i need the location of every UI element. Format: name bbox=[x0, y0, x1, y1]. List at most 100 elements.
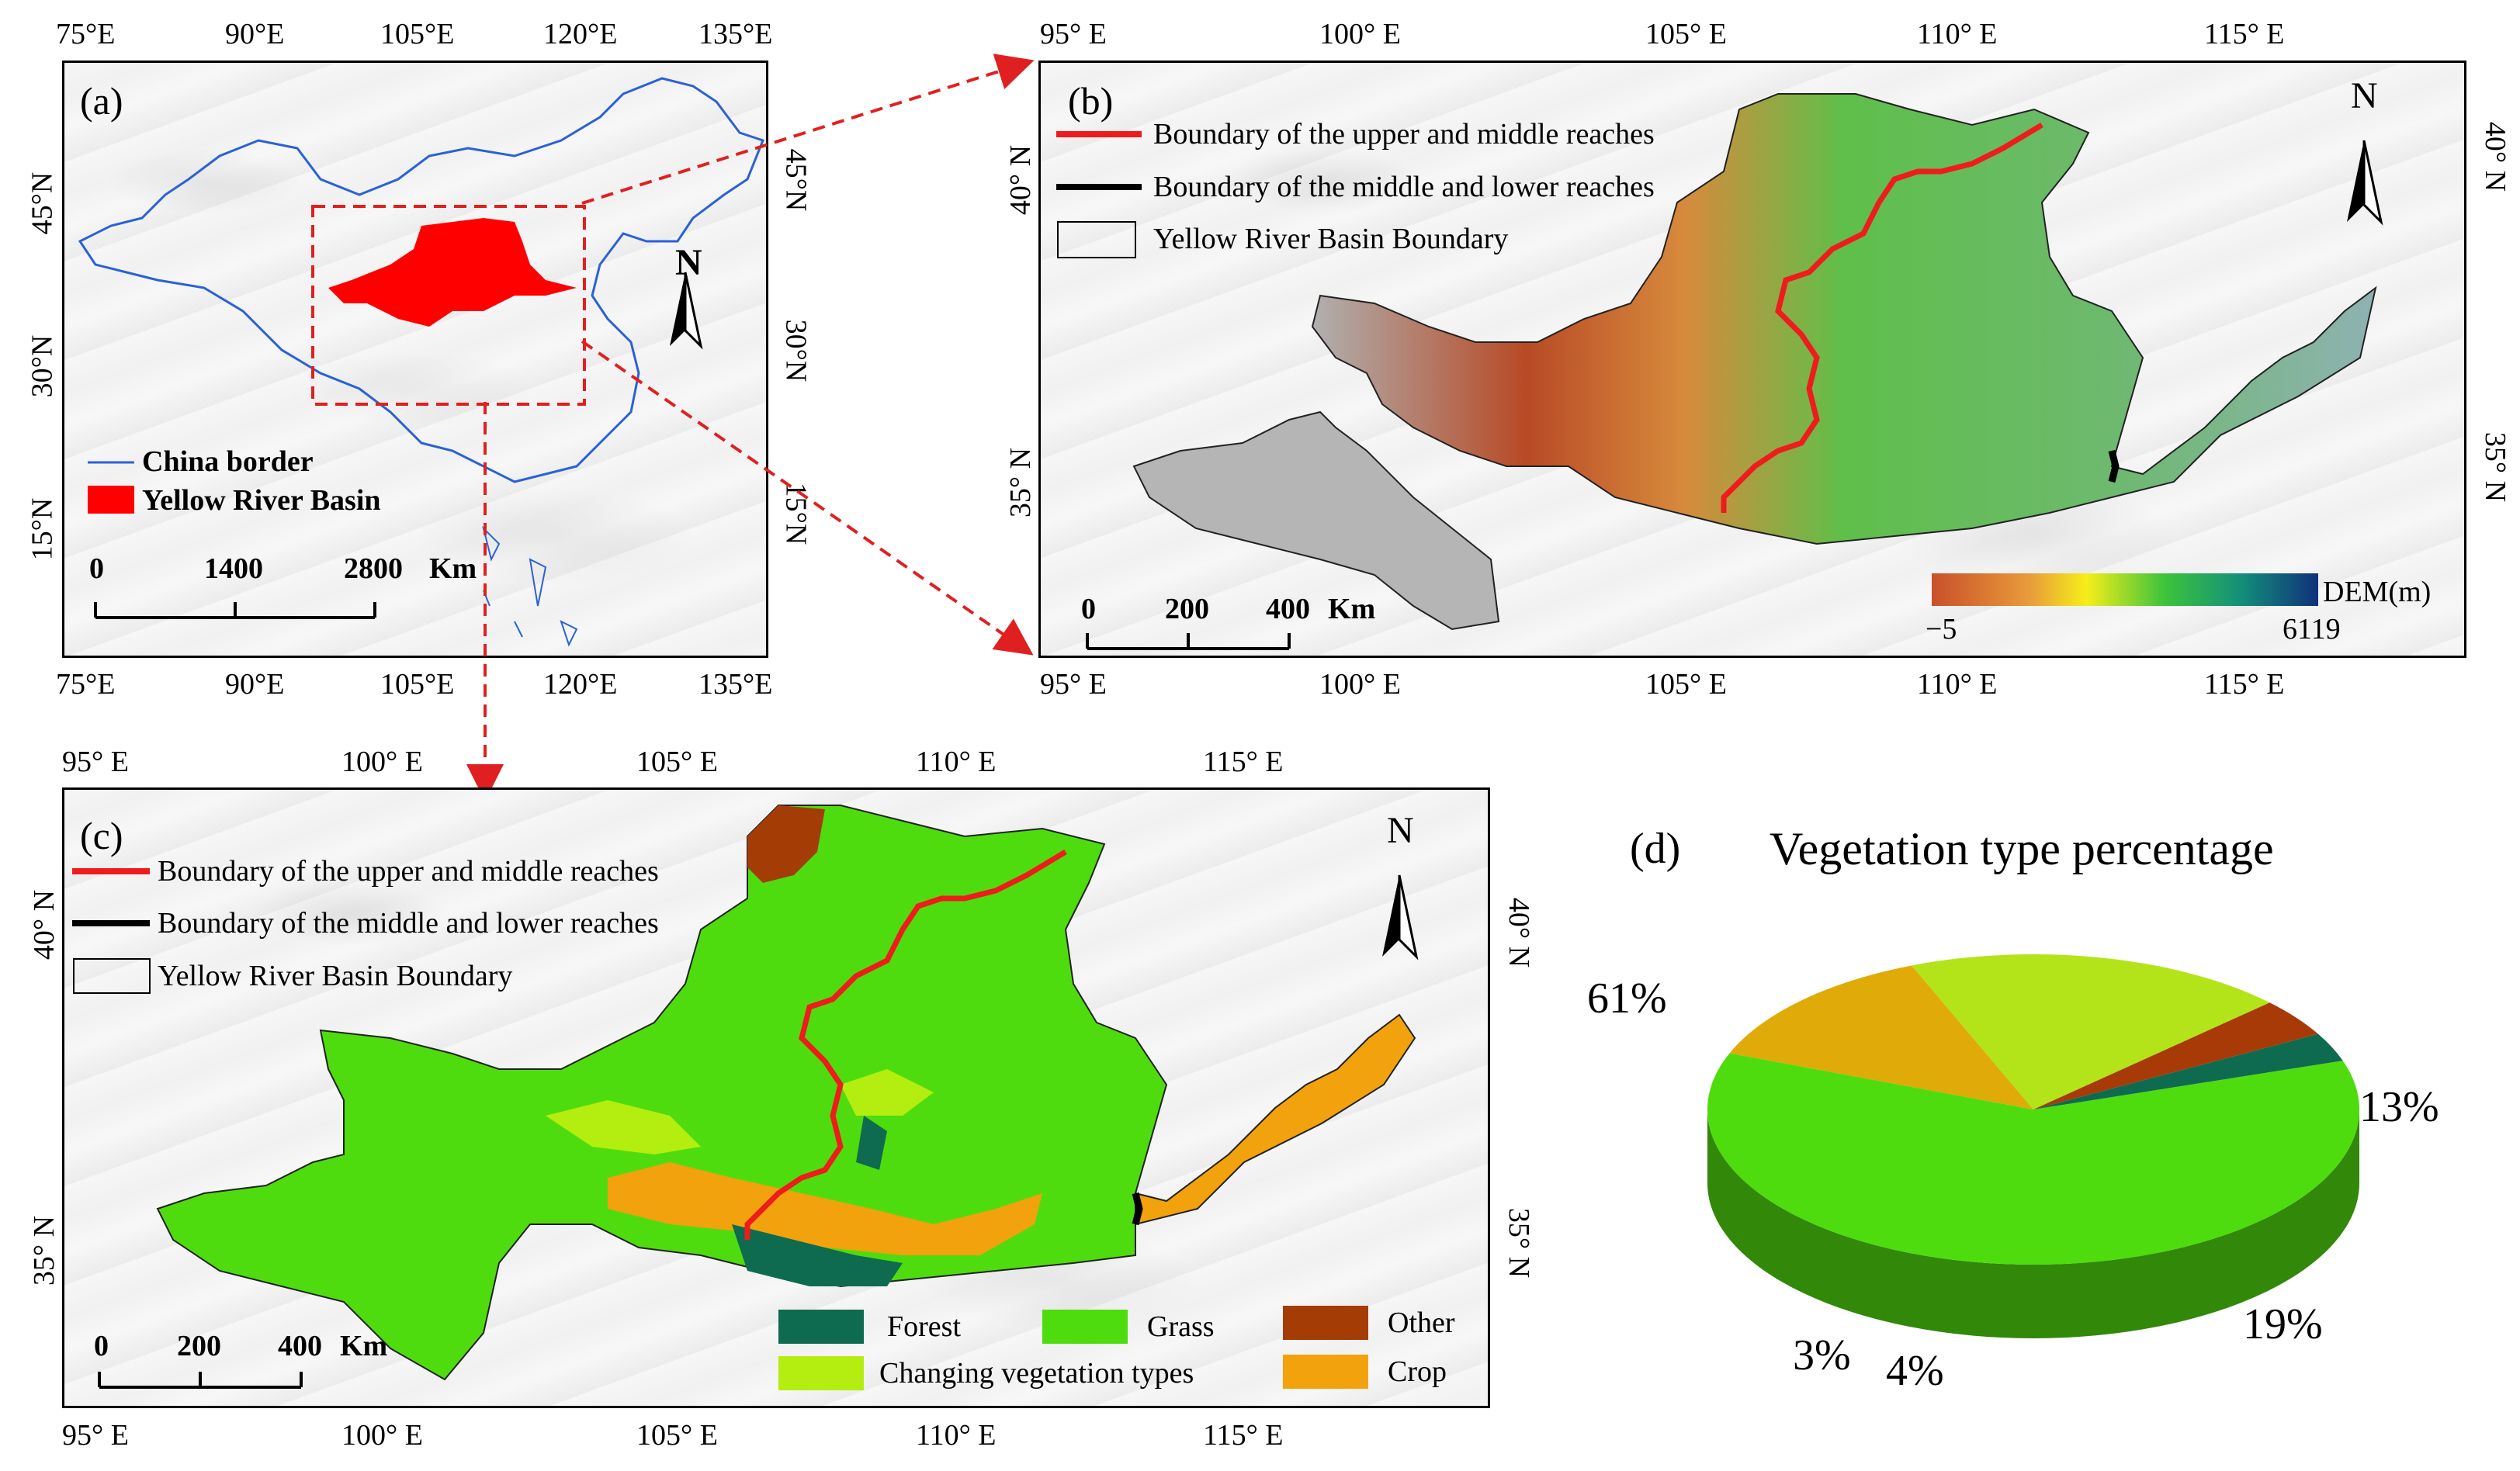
panel-c-bottom-tick: 110° E bbox=[916, 1419, 997, 1452]
upper-middle-boundary-line bbox=[1721, 122, 2043, 513]
panel-b-top-tick: 110° E bbox=[1917, 18, 1998, 50]
panel-b-top-tick: 105° E bbox=[1645, 18, 1727, 50]
legend-basin-text: Yellow River Basin bbox=[142, 484, 381, 517]
panel-c-top-tick: 100° E bbox=[341, 746, 423, 778]
yellow-river-basin-shape bbox=[328, 218, 577, 327]
vegetation-forest-patches bbox=[732, 1116, 903, 1286]
panel-c-top-tick: 105° E bbox=[636, 746, 718, 778]
vegetation-map bbox=[72, 805, 1419, 1390]
pie-slice-other bbox=[2033, 1002, 2318, 1109]
scale-label: Km bbox=[429, 552, 477, 585]
vegetation-crop-region bbox=[1135, 1013, 1416, 1226]
scale-label: 2800 bbox=[344, 552, 403, 585]
panel-b-bottom-tick: 95° E bbox=[1040, 668, 1107, 701]
panel-b-top-tick: 100° E bbox=[1319, 18, 1401, 50]
north-arrow bbox=[1382, 874, 1419, 960]
pie-label-grass: 61% bbox=[1587, 974, 1667, 1023]
panel-b-label: (b) bbox=[1068, 79, 1114, 123]
panel-a-top-tick: 120°E bbox=[543, 18, 618, 50]
legend-other-swatch bbox=[1283, 1306, 1368, 1340]
panel-a-bottom-tick: 75°E bbox=[56, 668, 116, 701]
panel-a-bottom-tick: 105°E bbox=[380, 668, 455, 701]
dem-min: −5 bbox=[1926, 613, 1957, 646]
pie-label-other: 4% bbox=[1886, 1347, 1944, 1395]
vegetation-changing-patches bbox=[546, 1069, 934, 1154]
scale-bar bbox=[1086, 633, 1291, 650]
scale-label: 0 bbox=[94, 1330, 109, 1362]
scale-label: 400 bbox=[278, 1330, 322, 1362]
scale-label: Km bbox=[1328, 593, 1376, 625]
panel-b-bottom-tick: 100° E bbox=[1319, 668, 1401, 701]
panel-b-bottom-tick: 105° E bbox=[1645, 668, 1727, 701]
scale-label: Km bbox=[340, 1330, 388, 1362]
legend-upper-middle-text: Boundary of the upper and middle reaches bbox=[158, 855, 659, 888]
north-label: N bbox=[2351, 75, 2378, 116]
legend-grass-text: Grass bbox=[1147, 1310, 1215, 1343]
panel-a-bottom-tick: 120°E bbox=[543, 668, 618, 701]
basin-shape-gray bbox=[1132, 410, 1500, 631]
legend-upper-middle-text: Boundary of the upper and middle reaches bbox=[1153, 118, 1655, 151]
scale-label: 200 bbox=[1165, 593, 1209, 625]
pie-label-crop: 13% bbox=[2359, 1083, 2439, 1131]
panel-b-bottom-tick: 110° E bbox=[1917, 668, 1998, 701]
extent-box bbox=[311, 205, 586, 406]
pie-slice-crop bbox=[1729, 965, 2033, 1109]
panel-a-bottom-tick: 135°E bbox=[698, 668, 773, 701]
scale-label: 200 bbox=[177, 1330, 221, 1362]
legend-basin-text: Yellow River Basin Boundary bbox=[1153, 223, 1509, 255]
panel-b-top-tick: 115° E bbox=[2204, 18, 2285, 50]
dem-title: DEM(m) bbox=[2323, 576, 2432, 608]
legend-crop-swatch bbox=[1283, 1355, 1368, 1389]
panel-c-bottom-tick: 115° E bbox=[1203, 1419, 1284, 1452]
panel-d-label: (d) bbox=[1630, 825, 1681, 873]
pie-label-forest: 3% bbox=[1793, 1331, 1851, 1379]
legend-forest-text: Forest bbox=[887, 1310, 961, 1343]
china-border-outline bbox=[78, 77, 764, 483]
panel-a-top-tick: 90°E bbox=[225, 18, 285, 50]
legend-changing-text: Changing vegetation types bbox=[879, 1357, 1194, 1390]
panel-a-label: (a) bbox=[80, 79, 123, 123]
panel-c-bottom-tick: 95° E bbox=[62, 1419, 129, 1452]
legend-basin-text: Yellow River Basin Boundary bbox=[158, 960, 513, 992]
legend-crop-text: Crop bbox=[1388, 1355, 1447, 1388]
dem-colorbar bbox=[1932, 573, 2318, 606]
pie-slice-changing-vegetation-types bbox=[1912, 954, 2270, 1109]
legend-forest-swatch bbox=[778, 1310, 864, 1344]
scale-label: 0 bbox=[89, 552, 104, 585]
north-label: N bbox=[1387, 810, 1414, 851]
chart-title: Vegetation type percentage bbox=[1770, 823, 2274, 874]
legend-china-border-text: China border bbox=[142, 445, 314, 478]
pie-side-grass bbox=[1707, 1109, 2359, 1338]
legend-changing-swatch bbox=[778, 1356, 864, 1390]
pie-label-changing-vegetation-types: 19% bbox=[2243, 1300, 2323, 1348]
legend-basin-swatch bbox=[73, 958, 151, 994]
panel-c-map-frame: (c) Boundary of the upper and middle rea… bbox=[62, 787, 1490, 1408]
north-arrow bbox=[670, 272, 703, 350]
legend-basin-swatch bbox=[1057, 221, 1136, 258]
pie-slice-grass bbox=[1707, 1053, 2359, 1265]
panel-c-bottom-tick: 105° E bbox=[636, 1419, 718, 1452]
panel-a-top-tick: 105°E bbox=[380, 18, 455, 50]
legend-other-text: Other bbox=[1388, 1307, 1455, 1339]
panel-a-bottom-tick: 90°E bbox=[225, 668, 285, 701]
panel-b-map-frame: (b) Boundary of the upper and middle rea… bbox=[1038, 61, 2466, 658]
legend-middle-lower-text: Boundary of the middle and lower reaches bbox=[1153, 171, 1655, 203]
north-label: N bbox=[675, 242, 702, 283]
panel-c-label: (c) bbox=[80, 814, 123, 857]
panel-b-bottom-tick: 115° E bbox=[2204, 668, 2285, 701]
dem-map bbox=[1056, 93, 2383, 650]
scale-label: 0 bbox=[1081, 593, 1096, 625]
scale-label: 1400 bbox=[204, 552, 263, 585]
panel-a-top-tick: 135°E bbox=[698, 18, 773, 50]
islands bbox=[482, 525, 578, 647]
legend-grass-swatch bbox=[1042, 1310, 1128, 1344]
panel-c-top-tick: 115° E bbox=[1203, 746, 1284, 778]
legend-middle-lower-text: Boundary of the middle and lower reaches bbox=[158, 907, 659, 940]
scale-bar bbox=[98, 1372, 303, 1389]
basin-shape-dem bbox=[1311, 93, 2377, 545]
middle-lower-boundary-line bbox=[1132, 1192, 1143, 1226]
upper-middle-boundary-line bbox=[744, 849, 1067, 1240]
middle-lower-boundary-line bbox=[2108, 449, 2120, 483]
panel-a-top-tick: 75°E bbox=[56, 18, 116, 50]
